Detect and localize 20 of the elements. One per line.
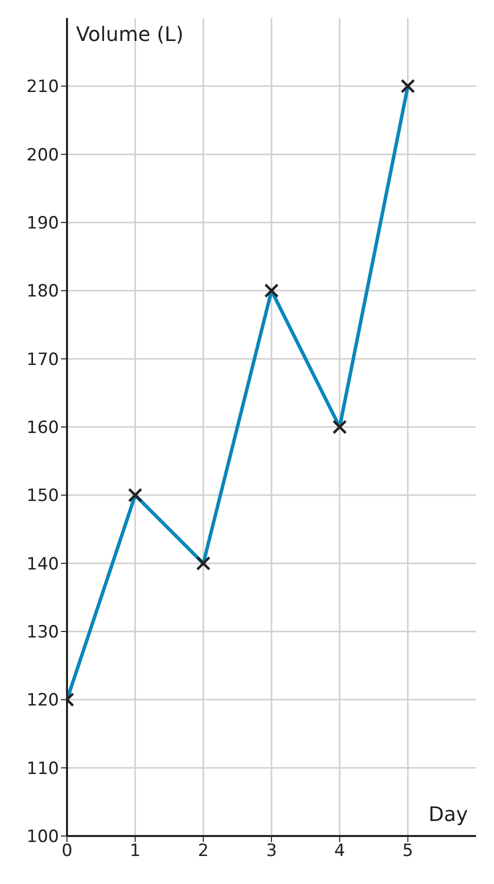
x-tick-label: 3	[266, 841, 277, 862]
y-tick-label: 180	[26, 282, 59, 302]
y-tick-label: 100	[26, 827, 59, 848]
x-axis-title: Day	[428, 802, 468, 826]
x-tick-label: 2	[198, 841, 209, 862]
x-tick-label: 4	[334, 841, 346, 862]
y-tick-label: 190	[26, 214, 59, 234]
x-tick-label: 1	[130, 841, 141, 862]
y-tick-label: 160	[26, 418, 59, 438]
y-tick-label: 170	[26, 350, 59, 370]
y-tick-label: 210	[26, 77, 59, 98]
y-tick-label: 140	[26, 554, 59, 574]
y-tick-label: 200	[26, 145, 59, 166]
y-axis-title: Volume (L)	[76, 22, 184, 46]
x-tick-label: 5	[402, 841, 414, 862]
y-tick-label: 120	[26, 690, 59, 711]
y-tick-label: 130	[26, 622, 59, 643]
x-tick-label: 0	[62, 841, 72, 862]
y-tick-label: 110	[26, 758, 59, 779]
y-tick-label: 150	[26, 486, 59, 506]
